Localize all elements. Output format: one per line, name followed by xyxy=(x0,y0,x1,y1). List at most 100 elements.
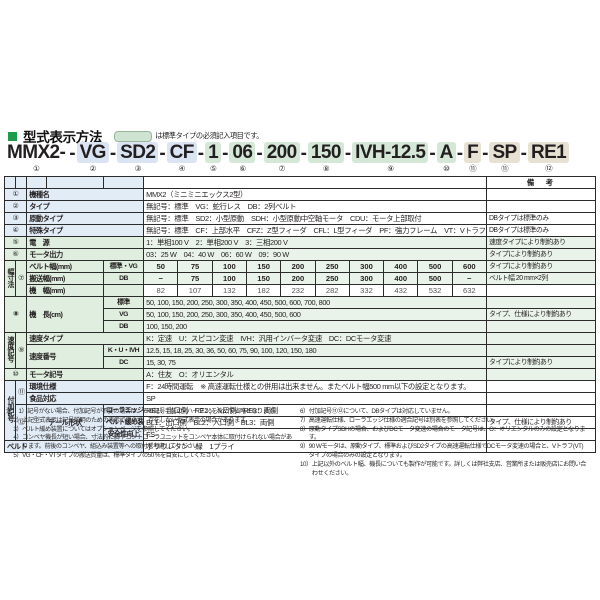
cell-value: − xyxy=(143,272,179,285)
cell-value: 150 xyxy=(245,272,282,285)
note-item: 4） コンベヤ機長が短い場合、寸法的に脚やコントローラユニットをコンベヤ本体に取付… xyxy=(6,434,292,452)
row-remark: タイプにより制約あり xyxy=(485,356,597,369)
row-value: 50, 100, 150, 200, 250, 300, 350, 400, 4… xyxy=(143,308,487,321)
model-code-token-text: CF xyxy=(166,142,197,163)
notes-right-column: 6） 付加記号⑪⑫について、DBタイプは対応していません。 7） 高速運転仕様、ローラ… xyxy=(300,408,586,478)
row-index: ⑦ xyxy=(15,260,28,297)
legend: は標準タイプの必須記入項目です。 xyxy=(114,130,263,142)
row-remark xyxy=(485,188,597,201)
code-separator: - xyxy=(69,142,76,164)
model-code-token-index: ⑪ xyxy=(501,164,508,173)
row-label: 電 源 xyxy=(26,236,145,249)
row-value: FS xyxy=(143,428,487,441)
model-code-token-text: MMX2- xyxy=(7,142,66,163)
model-code-token-index: ② xyxy=(89,164,97,173)
row-value: RE1：出口側 RE2：入口側 RE3：両側 xyxy=(143,404,487,417)
note-item: 5） VG・CF・VTタイプの搬送質量は、標準タイプの50 %を目安にしてください… xyxy=(6,452,292,461)
code-separator: - xyxy=(344,142,352,164)
row-label: 機種名 xyxy=(26,188,145,201)
model-code-token-text: 150 xyxy=(307,142,344,163)
notes-prefix-spacer xyxy=(6,434,13,452)
row-label: テール形状 xyxy=(26,404,104,441)
note-number: 3） xyxy=(13,425,23,433)
row-sublabel: K・U・IVH xyxy=(102,344,145,357)
note-text: 記号がない場合、付加記号が不要の場合は、その記号手前の'-'(ハイフン)を含めて… xyxy=(27,408,280,415)
cell-value: 600 xyxy=(451,260,487,273)
row-value: MMX2（ミニミニエックス2型） xyxy=(143,188,487,201)
code-separator: - xyxy=(256,142,263,164)
row-label: 原動タイプ xyxy=(26,212,145,225)
group-label-speed-code: 速度記号 xyxy=(3,332,17,369)
row-remark xyxy=(485,404,597,417)
row-remark: タイプにより制約あり xyxy=(485,260,597,273)
model-code-token: SD2 ③ xyxy=(117,142,159,173)
table-row-food-spec: 食品対応 SP xyxy=(5,392,597,405)
green-square-icon xyxy=(8,131,17,141)
row-remark xyxy=(485,296,597,309)
row-value: F：24時間運転 ※ 高速運転仕様との併用は出来ません。またベルト幅500 mm… xyxy=(143,380,487,393)
cell-value: 532 xyxy=(417,284,453,297)
table-row-belt: ベルト ポリウレタン 緑 1プライ xyxy=(3,440,597,453)
table-row-motor-mark: ⑩ モータ記号 A：住友 O：オリエンタル xyxy=(3,368,597,381)
note-item: 8） 原動タイプSDHの場合、およびDCモータ変速の場合のモータ記号は、O：オリエ… xyxy=(300,426,586,444)
code-separator: - xyxy=(109,142,117,164)
row-index: ① xyxy=(3,188,28,201)
row-label: ベルト幅(mm) xyxy=(26,260,104,273)
cell-value: 200 xyxy=(280,272,316,285)
row-remark xyxy=(485,344,597,357)
note-item: 7） 高速運転仕様、ローラエッジ仕様の適合記号は別表を参照してください。 xyxy=(300,417,586,426)
row-value: 無記号：標準 VG：蛇行レス DB：2列ベルト xyxy=(143,200,487,213)
cell-blank xyxy=(15,176,28,189)
cell-blank xyxy=(26,176,48,189)
page-title: 型式表示方法 xyxy=(23,130,103,145)
code-separator: - xyxy=(429,142,436,164)
row-sublabel xyxy=(102,284,145,297)
model-code-token-text: 200 xyxy=(263,142,300,163)
cell-value: 400 xyxy=(383,272,419,285)
note-number: 10） xyxy=(300,460,312,468)
notes-prefix-spacer xyxy=(6,426,13,435)
cell-value: 282 xyxy=(314,284,350,297)
row-value: 無記号：標準 SD2：小型原動 SDH：小型原動中空軸モータ CDU：モータ上部… xyxy=(143,212,487,225)
row-sublabel: 安全性向上 xyxy=(102,428,145,441)
note-number: 8） xyxy=(300,425,309,433)
cell-value: 500 xyxy=(417,272,453,285)
row-remark: タイプ、仕様により制約あり xyxy=(485,308,597,321)
model-code-token-text: SP xyxy=(489,142,520,163)
table-row-speed-type: 速度記号 ⑨ 速度タイプ K：定速 U：スピコン変速 IVH：汎用インバータ変速… xyxy=(3,332,597,369)
model-code-token-index: ⑥ xyxy=(239,164,246,173)
note-text: 付加記号⑪⑫について、DBタイプは対応していません。 xyxy=(308,408,454,415)
row-value: BL1：出口側 BL2：入口側 BL3：両側 xyxy=(143,416,487,429)
cell-value: 300 xyxy=(348,272,385,285)
code-separator: - xyxy=(222,142,229,164)
note-item: 6） 付加記号⑪⑫について、DBタイプは対応していません。 xyxy=(300,408,586,417)
section-heading: 型式表示方法 は標準タイプの必須記入項目です。 xyxy=(8,126,263,146)
row-value: 15, 30, 75 xyxy=(143,356,487,369)
model-code-token: RE1 ⑫ xyxy=(527,142,570,173)
row-label: 速度番号 xyxy=(26,344,104,369)
cell-value: 75 xyxy=(177,272,213,285)
row-index: ⑤ xyxy=(3,236,28,249)
model-code-token-index: ⑦ xyxy=(278,164,286,173)
note-number: 2） xyxy=(13,416,23,424)
row-sublabel: 標準 xyxy=(102,296,145,309)
row-label: 速度タイプ xyxy=(26,332,145,345)
row-label: ベルト xyxy=(3,440,145,453)
cell-value: 82 xyxy=(143,284,179,297)
row-index: ② xyxy=(3,200,28,213)
table-row-drive-type: ③ 原動タイプ 無記号：標準 SD2：小型原動 SDH：小型原動中空軸モータ C… xyxy=(3,212,597,225)
row-value: SP xyxy=(143,392,487,405)
row-remark xyxy=(485,440,597,453)
cell-blank xyxy=(143,176,487,189)
row-remark: 速度タイプにより制約あり xyxy=(485,236,597,249)
row-value: 50, 100, 150, 200, 250, 300, 350, 400, 4… xyxy=(143,296,487,309)
table-header-row: 備 考 xyxy=(3,176,597,189)
row-index: ⑩ xyxy=(3,368,28,381)
row-value: 無記号：標準 CF：上部水平 CFZ：Z型フィーダ CFL：L型フィーダ PF：… xyxy=(143,224,487,237)
model-code-token-index: ⑤ xyxy=(210,164,217,173)
table-row-safety: 安全性向上 FS xyxy=(5,428,597,441)
row-remark: タイプ、仕様により制約あり xyxy=(485,416,597,429)
remarks-header: 備 考 xyxy=(485,176,597,189)
row-value: 03：25 W 04：40 W 06：60 W 09：90 W xyxy=(143,248,487,261)
